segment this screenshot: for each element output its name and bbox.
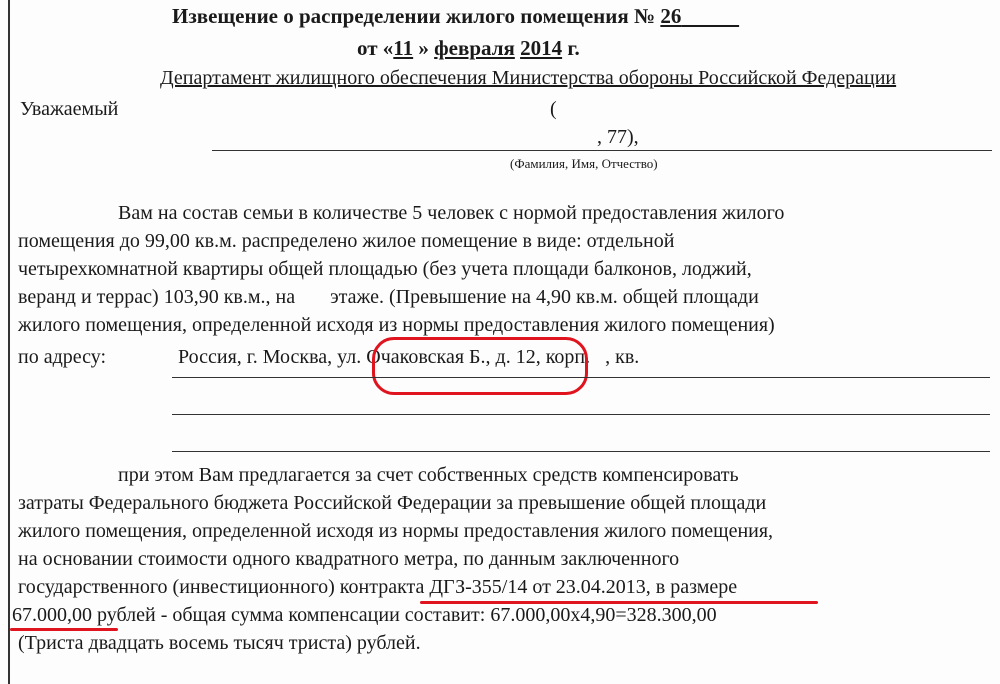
- contract-underline: [420, 601, 818, 604]
- text-line: 67.000,00 рублей - общая сумма компенсац…: [12, 604, 717, 626]
- address-label: по адресу:: [18, 346, 107, 368]
- address-line: [172, 451, 990, 452]
- salutation: Уважаемый: [20, 98, 119, 120]
- address-value: Россия, г. Москва, ул. Очаковская Б., д.…: [178, 346, 640, 368]
- text-line: четырехкомнатной квартиры общей площадью…: [18, 258, 752, 280]
- name-caption: (Фамилия, Имя, Отчество): [510, 156, 658, 171]
- name-paren: (: [550, 98, 557, 120]
- department: Департамент жилищного обеспечения Минист…: [160, 67, 897, 89]
- text-line: затраты Федерального бюджета Российской …: [18, 492, 767, 514]
- address-line: [172, 377, 990, 378]
- price-underline: [10, 628, 118, 631]
- street-highlight: [372, 337, 588, 395]
- text-line: Вам на состав семьи в количестве 5 челов…: [118, 202, 785, 224]
- page-edge: [8, 0, 10, 684]
- notice-title: Извещение о распределении жилого помещен…: [172, 4, 682, 28]
- name-fragment: , 77),: [597, 126, 639, 148]
- text-line: при этом Вам предлагается за счет собств…: [118, 464, 739, 486]
- notice-date: от «11 » февраля 2014 г.: [357, 36, 580, 60]
- text-line: помещения до 99,00 кв.м. распределено жи…: [18, 230, 675, 252]
- text-line: государственного (инвестиционного) контр…: [18, 576, 738, 598]
- text-line: жилого помещения, определенной исходя из…: [18, 314, 775, 336]
- text-line: жилого помещения, определенной исходя из…: [18, 520, 774, 542]
- text-line: веранд и террас) 103,90 кв.м., на этаже.…: [18, 286, 759, 308]
- text-line: (Триста двадцать восемь тысяч триста) ру…: [18, 632, 421, 654]
- address-line: [172, 414, 990, 415]
- name-line: [212, 150, 992, 151]
- text-line: на основании стоимости одного квадратног…: [18, 548, 680, 570]
